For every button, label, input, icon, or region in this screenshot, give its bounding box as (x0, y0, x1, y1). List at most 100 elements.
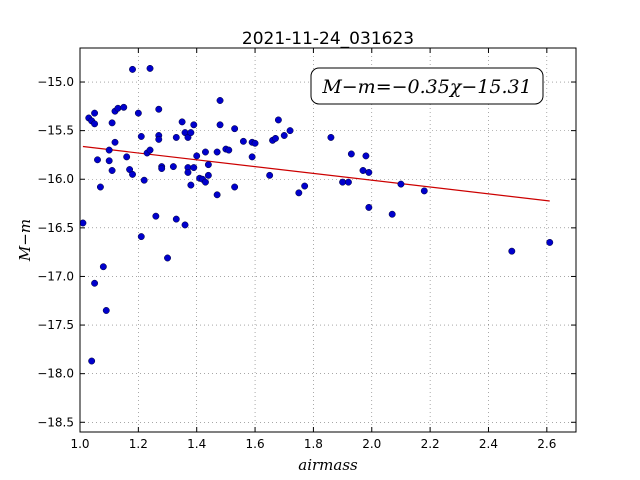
x-tick-label: 1.8 (304, 437, 323, 451)
data-points (79, 64, 554, 365)
data-point (327, 133, 335, 141)
data-point (155, 135, 163, 143)
data-point (420, 187, 428, 195)
data-point (120, 103, 128, 111)
data-point (105, 146, 113, 154)
y-tick-label: −16.0 (37, 172, 74, 186)
data-point (129, 170, 136, 178)
data-point (102, 307, 110, 314)
data-point (114, 104, 122, 112)
data-point (187, 129, 195, 137)
data-point (213, 191, 221, 199)
x-tick-label: 2.6 (537, 437, 556, 451)
data-point (231, 183, 239, 191)
data-point (193, 152, 201, 160)
data-point (146, 146, 154, 154)
data-point (108, 119, 116, 127)
data-point (99, 263, 107, 271)
x-tick-label: 2.2 (421, 437, 440, 451)
x-tick-label: 1.2 (129, 437, 148, 451)
plot-frame (79, 47, 577, 433)
data-point (190, 164, 198, 172)
x-axis-label: airmass (298, 456, 358, 474)
data-point (134, 109, 142, 117)
data-point (239, 137, 247, 145)
x-tick-label: 1.4 (187, 437, 206, 451)
data-point (91, 109, 99, 117)
data-point (187, 181, 195, 189)
fit-line-group (82, 145, 550, 202)
x-tick-label: 1.6 (246, 437, 265, 451)
data-point (388, 210, 396, 218)
y-tick-label: −16.5 (37, 221, 74, 235)
data-point (202, 148, 209, 156)
data-point (202, 178, 209, 186)
plot-area (80, 48, 576, 432)
fit-annotation-box: M−m=−0.35χ−15.31 (310, 67, 544, 105)
data-point (94, 156, 101, 164)
data-point (365, 203, 373, 211)
x-tick-label: 1.0 (70, 437, 89, 451)
data-point (365, 168, 373, 176)
data-point (169, 163, 177, 171)
data-point (251, 139, 259, 147)
data-point (129, 65, 136, 73)
data-point (164, 254, 171, 262)
data-point (190, 121, 198, 129)
x-tick-label: 2.0 (362, 437, 381, 451)
data-point (172, 133, 180, 141)
data-point (508, 247, 516, 255)
data-point (140, 176, 148, 184)
x-tick-label: 2.4 (479, 437, 498, 451)
data-point (216, 121, 224, 129)
data-point (301, 182, 309, 190)
data-point (96, 183, 104, 191)
data-point (280, 132, 288, 139)
chart-title: 2021-11-24_031623 (242, 29, 414, 49)
data-point (272, 134, 279, 142)
data-point (184, 168, 192, 176)
data-point (216, 97, 224, 104)
data-point (339, 178, 347, 186)
data-point (362, 152, 370, 160)
data-point (204, 171, 212, 179)
data-point (274, 116, 282, 124)
data-point (105, 157, 113, 165)
data-point (546, 238, 554, 246)
data-point (178, 118, 186, 126)
annotation-frame (310, 67, 544, 105)
data-point (204, 161, 212, 169)
data-point (248, 153, 256, 161)
data-point (344, 178, 352, 186)
data-point (347, 150, 355, 158)
data-point (158, 165, 166, 172)
data-point (137, 233, 145, 241)
data-point (397, 180, 405, 188)
y-tick-label: −17.5 (37, 318, 74, 332)
data-point (111, 138, 119, 146)
data-point (146, 64, 154, 72)
y-tick-label: −15.5 (37, 124, 74, 138)
fit-line (82, 145, 550, 202)
data-point (286, 127, 294, 135)
data-point (359, 167, 367, 174)
y-tick-label: −18.5 (37, 415, 74, 429)
data-point (108, 167, 116, 174)
data-point (137, 133, 145, 140)
data-point (266, 171, 274, 179)
data-point (123, 153, 131, 161)
data-point (231, 125, 239, 133)
x-axis-ticks: 1.0 1.2 1.4 1.6 1.8 2.0 2.2 2.4 2.6 (70, 48, 556, 451)
data-point (172, 215, 180, 223)
data-point (88, 357, 96, 365)
fit-annotation: M−m=−0.35χ−15.31 (321, 76, 531, 98)
y-tick-label: −18.0 (37, 367, 74, 381)
data-point (79, 219, 87, 227)
y-axis-label: M−m (16, 219, 34, 262)
y-tick-label: −15.0 (37, 75, 74, 89)
data-point (91, 120, 99, 128)
data-point (181, 221, 189, 229)
data-point (295, 189, 303, 197)
data-point (152, 212, 160, 220)
